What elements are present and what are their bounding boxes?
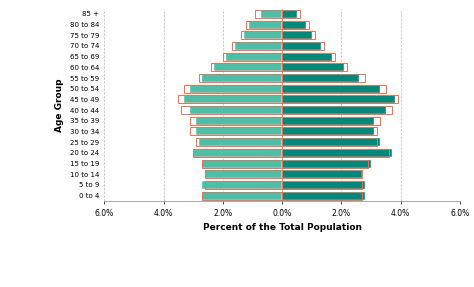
Bar — [282, 127, 374, 135]
Bar — [223, 53, 282, 61]
Bar — [282, 63, 344, 71]
Bar — [282, 31, 311, 39]
Bar — [282, 191, 365, 199]
Bar — [202, 160, 282, 168]
Bar — [282, 10, 300, 18]
Bar — [184, 95, 282, 103]
Bar — [282, 85, 386, 93]
Bar — [202, 160, 282, 168]
Bar — [282, 10, 297, 18]
Bar — [282, 63, 347, 71]
Bar — [282, 85, 380, 93]
Bar — [282, 138, 380, 146]
Bar — [190, 106, 282, 114]
Bar — [196, 127, 282, 135]
Bar — [211, 63, 282, 71]
X-axis label: Percent of the Total Population: Percent of the Total Population — [202, 223, 362, 232]
Bar — [178, 95, 282, 103]
Bar — [199, 138, 282, 146]
Bar — [282, 21, 306, 29]
Bar — [202, 191, 282, 199]
Bar — [282, 106, 392, 114]
Bar — [184, 85, 282, 93]
Bar — [282, 95, 394, 103]
Bar — [282, 106, 386, 114]
Bar — [282, 181, 362, 189]
Bar — [282, 191, 362, 199]
Bar — [282, 127, 377, 135]
Bar — [282, 95, 398, 103]
Bar — [282, 74, 359, 82]
Bar — [226, 53, 282, 61]
Bar — [202, 181, 282, 189]
Bar — [282, 160, 371, 168]
Bar — [282, 117, 380, 125]
Bar — [244, 31, 282, 39]
Bar — [282, 53, 335, 61]
Bar — [261, 10, 282, 18]
Bar — [193, 149, 282, 157]
Bar — [199, 74, 282, 82]
Bar — [282, 31, 315, 39]
Bar — [255, 10, 282, 18]
Bar — [232, 42, 282, 50]
Bar — [193, 149, 282, 157]
Bar — [282, 149, 389, 157]
Bar — [181, 106, 282, 114]
Bar — [282, 149, 392, 157]
Bar — [246, 21, 282, 29]
Bar — [282, 42, 323, 50]
Bar — [282, 170, 362, 178]
Bar — [214, 63, 282, 71]
Bar — [190, 117, 282, 125]
Bar — [196, 138, 282, 146]
Bar — [190, 85, 282, 93]
Bar — [205, 181, 282, 189]
Bar — [202, 74, 282, 82]
Y-axis label: Age Group: Age Group — [55, 78, 64, 131]
Bar — [282, 117, 374, 125]
Bar — [282, 42, 320, 50]
Bar — [205, 170, 282, 178]
Bar — [249, 21, 282, 29]
Bar — [282, 170, 362, 178]
Bar — [282, 53, 332, 61]
Bar — [282, 160, 368, 168]
Bar — [235, 42, 282, 50]
Bar — [282, 181, 365, 189]
Bar — [196, 117, 282, 125]
Bar — [282, 74, 365, 82]
Bar — [205, 170, 282, 178]
Bar — [282, 138, 377, 146]
Bar — [202, 191, 282, 199]
Bar — [282, 21, 309, 29]
Bar — [190, 127, 282, 135]
Bar — [240, 31, 282, 39]
